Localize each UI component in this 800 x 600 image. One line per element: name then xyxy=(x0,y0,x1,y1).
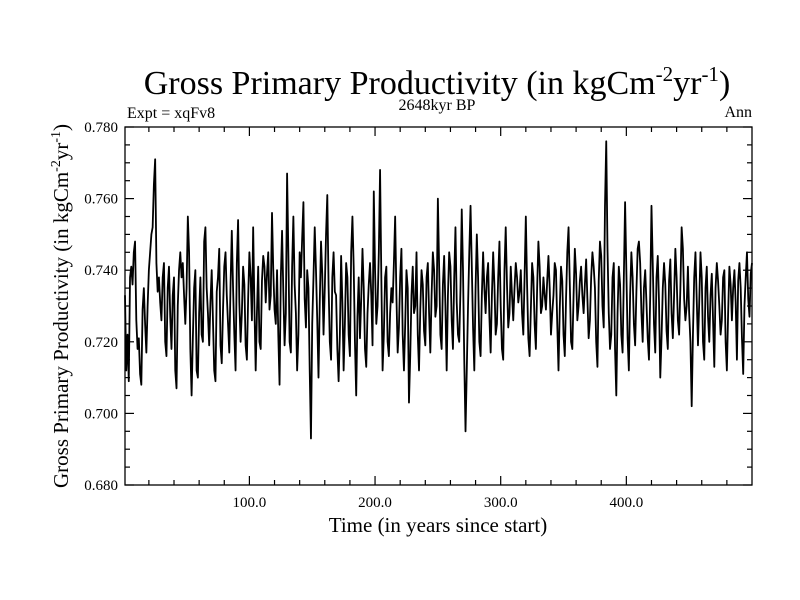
plot-frame xyxy=(124,126,753,486)
series-line-gpp xyxy=(124,140,753,440)
y-tick-label: 0.780 xyxy=(84,120,118,136)
y-tick-label: 0.700 xyxy=(84,406,118,422)
y-tick-label: 0.720 xyxy=(84,335,118,351)
chart-subtitle-center: 2648kyr BP xyxy=(399,97,476,114)
y-axis-label-sup2: -1 xyxy=(49,131,64,143)
y-tick-label: 0.760 xyxy=(84,192,118,208)
y-tick-label: 0.680 xyxy=(84,478,118,494)
x-tick-label: 200.0 xyxy=(358,495,392,511)
x-tick-label: 100.0 xyxy=(233,495,267,511)
chart-title-main: Gross Primary Productivity (in kgCm xyxy=(144,65,656,102)
y-axis-label-mid: yr xyxy=(49,143,73,161)
chart-title: Gross Primary Productivity (in kgCm-2yr-… xyxy=(144,62,731,102)
x-tick-label: 400.0 xyxy=(609,495,643,511)
x-tick-label: 300.0 xyxy=(484,495,518,511)
chart-subtitle-right: Ann xyxy=(724,104,752,121)
x-axis-label: Time (in years since start) xyxy=(329,513,548,537)
chart-subtitle-left: Expt = xqFv8 xyxy=(127,105,215,122)
y-axis-label-end: ) xyxy=(49,124,73,131)
y-axis-label-sup1: -2 xyxy=(49,160,64,172)
axis-ticks: 0.680 0.700 0.720 0.740 0.760 0.780 100.0 200.0… xyxy=(84,120,752,511)
chart-title-mid: yr xyxy=(673,65,702,102)
chart-title-sup2: -1 xyxy=(701,62,719,86)
chart-title-sup1: -2 xyxy=(656,62,674,86)
y-axis-label: Gross Primary Productivity (in kgCm-2yr-… xyxy=(49,124,73,488)
y-tick-label: 0.740 xyxy=(84,263,118,279)
chart-title-end: ) xyxy=(719,65,730,102)
y-axis-label-main: Gross Primary Productivity (in kgCm xyxy=(49,172,73,488)
